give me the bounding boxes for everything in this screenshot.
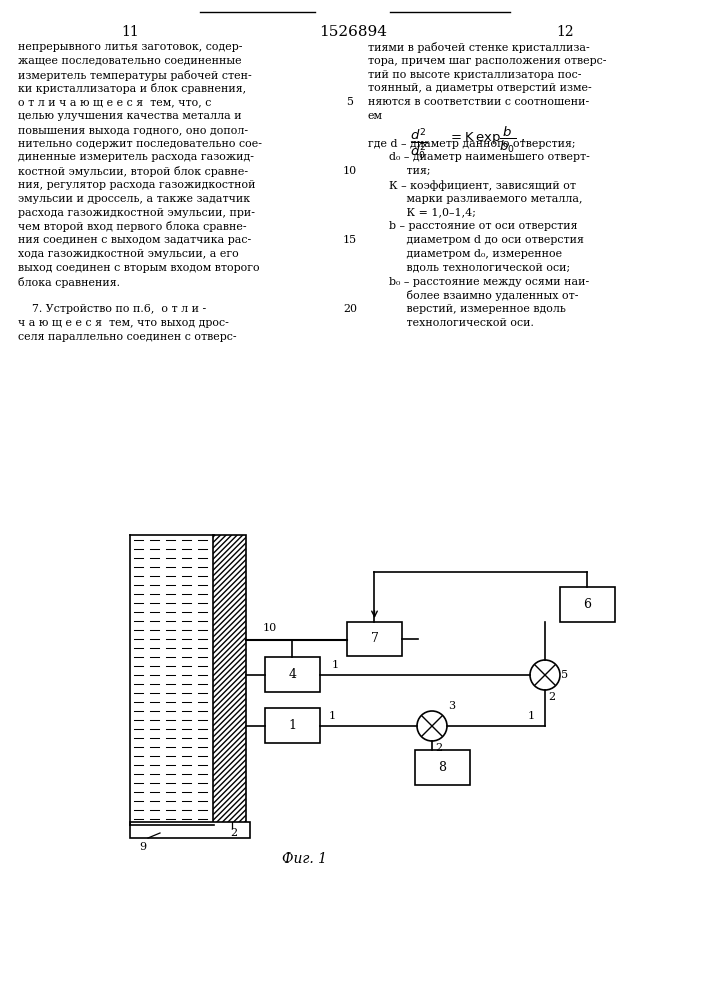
Text: хода газожидкостной эмульсии, а его: хода газожидкостной эмульсии, а его <box>18 249 239 259</box>
Text: 7. Устройство по п.6,  о т л и -: 7. Устройство по п.6, о т л и - <box>18 304 206 314</box>
Text: ния, регулятор расхода газожидкостной: ния, регулятор расхода газожидкостной <box>18 180 255 190</box>
Text: селя параллельно соединен с отверс-: селя параллельно соединен с отверс- <box>18 332 237 342</box>
Bar <box>265 708 320 743</box>
Text: блока сравнения.: блока сравнения. <box>18 277 120 288</box>
Text: целью улучшения качества металла и: целью улучшения качества металла и <box>18 111 242 121</box>
Polygon shape <box>130 822 250 838</box>
Text: b – расстояние от оси отверстия: b – расстояние от оси отверстия <box>368 221 578 231</box>
Text: 1: 1 <box>329 711 336 721</box>
Text: 5: 5 <box>346 97 354 107</box>
Text: тоянный, а диаметры отверстий изме-: тоянный, а диаметры отверстий изме- <box>368 83 592 93</box>
Text: тий по высоте кристаллизатора пос-: тий по высоте кристаллизатора пос- <box>368 70 581 80</box>
Text: 11: 11 <box>121 25 139 39</box>
Text: о т л и ч а ю щ е е с я  тем, что, с: о т л и ч а ю щ е е с я тем, что, с <box>18 97 211 107</box>
Text: 9: 9 <box>139 842 146 852</box>
Text: нительно содержит последовательно сое-: нительно содержит последовательно сое- <box>18 139 262 149</box>
Text: ки кристаллизатора и блок сравнения,: ки кристаллизатора и блок сравнения, <box>18 83 246 94</box>
Text: где d – диаметр данного отверстия;: где d – диаметр данного отверстия; <box>368 139 575 149</box>
Text: 1: 1 <box>528 711 535 721</box>
Text: $= \mathrm{K\,exp}\dfrac{b}{b_0}$ ,: $= \mathrm{K\,exp}\dfrac{b}{b_0}$ , <box>448 125 525 155</box>
Text: $\dfrac{d^2}{d_0^{2}}$: $\dfrac{d^2}{d_0^{2}}$ <box>410 127 428 162</box>
Text: вдоль технологической оси;: вдоль технологической оси; <box>368 263 570 273</box>
Bar <box>265 657 320 692</box>
Polygon shape <box>213 535 246 825</box>
Text: 15: 15 <box>343 235 357 245</box>
Text: b₀ – расстояние между осями наи-: b₀ – расстояние между осями наи- <box>368 277 589 287</box>
Bar <box>560 587 615 622</box>
Text: 1: 1 <box>332 660 339 670</box>
Bar <box>415 750 470 785</box>
Text: повышения выхода годного, оно допол-: повышения выхода годного, оно допол- <box>18 125 248 135</box>
Text: расхода газожидкостной эмульсии, при-: расхода газожидкостной эмульсии, при- <box>18 208 255 218</box>
Text: 1526894: 1526894 <box>319 25 387 39</box>
Text: костной эмульсии, второй блок сравне-: костной эмульсии, второй блок сравне- <box>18 166 248 177</box>
Text: диаметром d до оси отверстия: диаметром d до оси отверстия <box>368 235 584 245</box>
Text: тора, причем шаг расположения отверс-: тора, причем шаг расположения отверс- <box>368 56 607 66</box>
Text: измеритель температуры рабочей стен-: измеритель температуры рабочей стен- <box>18 70 252 81</box>
Text: Фиг. 1: Фиг. 1 <box>283 852 327 866</box>
Text: 8: 8 <box>438 761 447 774</box>
Text: эмульсии и дроссель, а также задатчик: эмульсии и дроссель, а также задатчик <box>18 194 250 204</box>
Text: тия;: тия; <box>368 166 431 176</box>
Text: диаметром d₀, измеренное: диаметром d₀, измеренное <box>368 249 562 259</box>
Text: 3: 3 <box>448 701 455 711</box>
Text: ем: ем <box>368 111 383 121</box>
Text: 2: 2 <box>230 828 237 838</box>
Text: 10: 10 <box>343 166 357 176</box>
Text: 1: 1 <box>288 719 296 732</box>
Text: 5: 5 <box>561 670 568 680</box>
Text: 20: 20 <box>343 304 357 314</box>
Text: 10: 10 <box>263 623 277 633</box>
Text: ния соединен с выходом задатчика рас-: ния соединен с выходом задатчика рас- <box>18 235 251 245</box>
Text: верстий, измеренное вдоль: верстий, измеренное вдоль <box>368 304 566 314</box>
Text: марки разливаемого металла,: марки разливаемого металла, <box>368 194 583 204</box>
Text: технологической оси.: технологической оси. <box>368 318 534 328</box>
Text: 4: 4 <box>288 668 296 681</box>
Text: 12: 12 <box>556 25 574 39</box>
Text: выход соединен с вторым входом второго: выход соединен с вторым входом второго <box>18 263 259 273</box>
Text: более взаимно удаленных от-: более взаимно удаленных от- <box>368 290 578 301</box>
Text: жащее последовательно соединенные: жащее последовательно соединенные <box>18 56 242 66</box>
Text: 7: 7 <box>370 633 378 646</box>
Text: 6: 6 <box>583 598 592 611</box>
Text: d₀ – диаметр наименьшего отверт-: d₀ – диаметр наименьшего отверт- <box>368 152 590 162</box>
Text: чем второй вход первого блока сравне-: чем второй вход первого блока сравне- <box>18 221 247 232</box>
Text: К – коэффициент, зависящий от: К – коэффициент, зависящий от <box>368 180 576 191</box>
Bar <box>347 622 402 656</box>
Text: тиями в рабочей стенке кристаллиза-: тиями в рабочей стенке кристаллиза- <box>368 42 590 53</box>
Text: непрерывного литья заготовок, содер-: непрерывного литья заготовок, содер- <box>18 42 243 52</box>
Text: диненные измеритель расхода газожид-: диненные измеритель расхода газожид- <box>18 152 254 162</box>
Text: ч а ю щ е е с я  тем, что выход дрос-: ч а ю щ е е с я тем, что выход дрос- <box>18 318 229 328</box>
Text: няются в соответствии с соотношени-: няются в соответствии с соотношени- <box>368 97 589 107</box>
Text: 2: 2 <box>435 743 442 753</box>
Text: 2: 2 <box>548 692 555 702</box>
Text: К = 1,0–1,4;: К = 1,0–1,4; <box>368 208 476 218</box>
